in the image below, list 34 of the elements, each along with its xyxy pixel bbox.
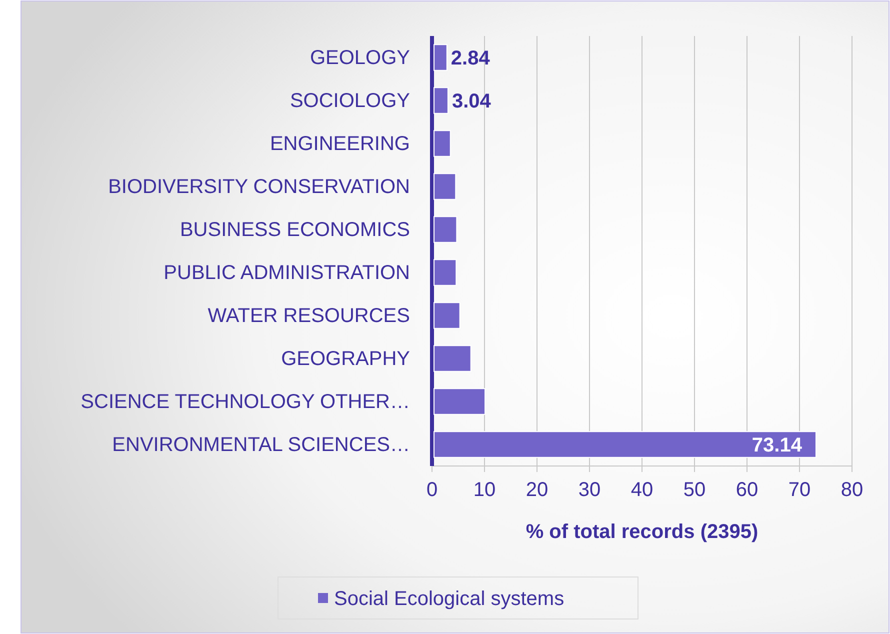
x-tick-label: 40	[630, 479, 654, 502]
bar	[434, 259, 457, 286]
bar	[434, 44, 448, 71]
y-tick-label: SCIENCE TECHNOLOGY OTHER…	[80, 390, 410, 413]
y-tick-label: SOCIOLOGY	[290, 90, 410, 112]
bar	[434, 87, 448, 114]
data-label: 3.04	[452, 90, 492, 113]
y-tick-label: GEOLOGY	[310, 46, 410, 69]
y-tick-label: BIODIVERSITY CONSERVATION	[108, 176, 410, 198]
bar	[434, 388, 486, 415]
y-tick-label: GEOGRAPHY	[281, 348, 410, 370]
x-tick-label: 70	[788, 479, 811, 502]
x-tick-label: 30	[578, 479, 601, 502]
x-tick-label: 20	[526, 479, 548, 502]
bar	[434, 130, 451, 157]
x-tick-label: 10	[473, 479, 496, 502]
x-tick-label: 80	[840, 479, 864, 502]
legend-label: Social Ecological systems	[334, 588, 564, 610]
data-label: 2.84	[450, 48, 491, 70]
bar	[434, 345, 472, 372]
x-axis-title: % of total records (2395)	[526, 521, 758, 543]
y-tick-label: PUBLIC ADMINISTRATION	[164, 262, 410, 284]
y-tick-label: WATER RESOURCES	[208, 304, 410, 327]
x-tick-label: 50	[683, 479, 706, 502]
bar	[434, 173, 456, 200]
bar	[434, 302, 460, 329]
y-tick-label: ENVIRONMENTAL SCIENCES…	[112, 434, 410, 456]
x-tick-label: 60	[736, 479, 758, 502]
data-label: 73.14	[752, 434, 803, 457]
x-tick-label: 0	[426, 479, 438, 502]
y-tick-label: BUSINESS ECONOMICS	[180, 218, 410, 241]
y-tick-label: ENGINEERING	[270, 132, 410, 155]
bar	[434, 431, 816, 458]
bar	[434, 216, 458, 243]
